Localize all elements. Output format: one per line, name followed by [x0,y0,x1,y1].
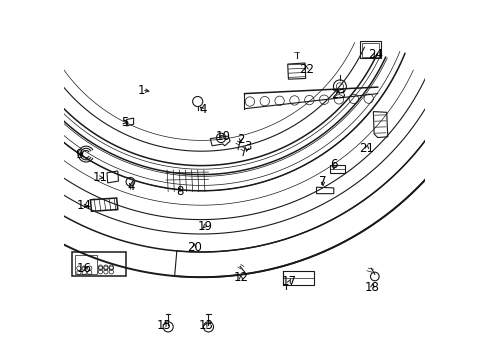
Text: 10: 10 [215,130,230,143]
Text: 19: 19 [197,220,212,233]
Text: 16: 16 [77,262,92,275]
Text: 22: 22 [298,63,313,76]
Text: 14: 14 [77,199,92,212]
Text: 2: 2 [237,133,244,146]
Text: 7: 7 [319,175,326,188]
Text: 15: 15 [157,319,172,332]
Text: 3: 3 [243,140,250,153]
Text: 4: 4 [199,103,206,116]
Text: 1: 1 [138,84,145,96]
Text: 13: 13 [198,319,213,332]
Text: 5: 5 [121,116,128,129]
Text: 23: 23 [330,88,345,101]
Text: 21: 21 [359,142,374,155]
Text: 24: 24 [367,48,383,60]
Text: 9: 9 [75,148,82,161]
Text: 20: 20 [186,241,201,254]
Text: 11: 11 [92,171,107,184]
Text: 4: 4 [127,180,135,193]
Text: 6: 6 [329,158,337,171]
Text: 12: 12 [233,271,248,284]
Text: 18: 18 [364,281,379,294]
Text: 8: 8 [176,185,183,198]
Text: 17: 17 [282,275,296,288]
